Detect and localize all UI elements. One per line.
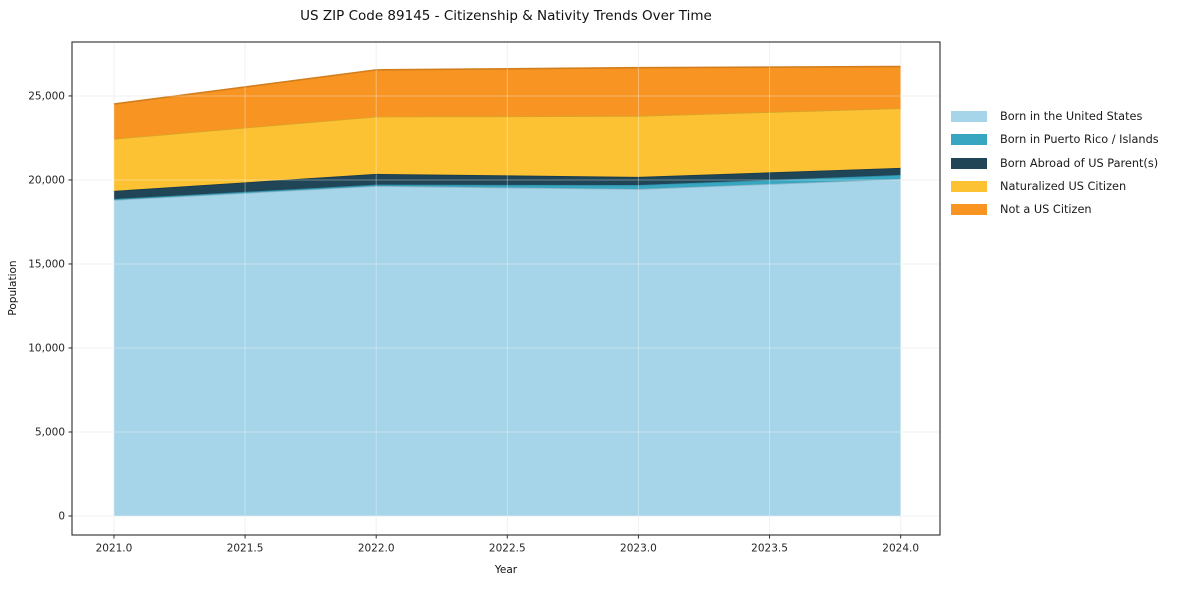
x-tick-label: 2022.0 bbox=[358, 543, 395, 555]
legend-swatch-4 bbox=[951, 181, 987, 193]
legend-swatch-5 bbox=[951, 204, 987, 216]
legend-item: Born in the United States bbox=[951, 105, 1159, 128]
plot-border bbox=[71, 41, 941, 536]
area-edge-5 bbox=[113, 65, 901, 105]
area-5 bbox=[113, 66, 901, 139]
x-axis-label: Year bbox=[494, 564, 518, 576]
legend-item: Born in Puerto Rico / Islands bbox=[951, 128, 1159, 151]
x-tick-label: 2021.5 bbox=[227, 543, 264, 555]
legend-label: Born Abroad of US Parent(s) bbox=[1000, 156, 1159, 170]
area-2 bbox=[113, 174, 901, 200]
area-4 bbox=[113, 108, 901, 191]
x-tick-label: 2023.0 bbox=[620, 543, 657, 555]
legend-item: Born Abroad of US Parent(s) bbox=[951, 152, 1159, 175]
y-tick-label: 0 bbox=[58, 511, 65, 523]
x-tick-label: 2021.0 bbox=[96, 543, 133, 555]
x-tick-label: 2022.5 bbox=[489, 543, 526, 555]
y-tick-label: 15,000 bbox=[28, 259, 65, 271]
area-3 bbox=[113, 167, 901, 199]
legend-swatch-1 bbox=[951, 111, 987, 123]
legend-item: Not a US Citizen bbox=[951, 198, 1159, 221]
legend-label: Born in Puerto Rico / Islands bbox=[1000, 133, 1159, 147]
y-tick-label: 5,000 bbox=[35, 427, 65, 439]
legend-item: Naturalized US Citizen bbox=[951, 175, 1159, 198]
y-tick-label: 10,000 bbox=[28, 343, 65, 355]
y-tick-label: 20,000 bbox=[28, 175, 65, 187]
legend-swatch-2 bbox=[951, 134, 987, 146]
x-tick-label: 2023.5 bbox=[751, 543, 788, 555]
x-tick-label: 2024.0 bbox=[882, 543, 919, 555]
legend-swatch-3 bbox=[951, 157, 987, 169]
legend-label: Not a US Citizen bbox=[1000, 203, 1092, 217]
legend-label: Born in the United States bbox=[1000, 110, 1143, 124]
y-tick-label: 25,000 bbox=[28, 91, 65, 103]
area-1 bbox=[113, 178, 901, 517]
legend: Born in the United States Born in Puerto … bbox=[951, 105, 1159, 221]
legend-label: Naturalized US Citizen bbox=[1000, 180, 1127, 194]
chart-title: US ZIP Code 89145 - Citizenship & Nativi… bbox=[300, 8, 712, 24]
